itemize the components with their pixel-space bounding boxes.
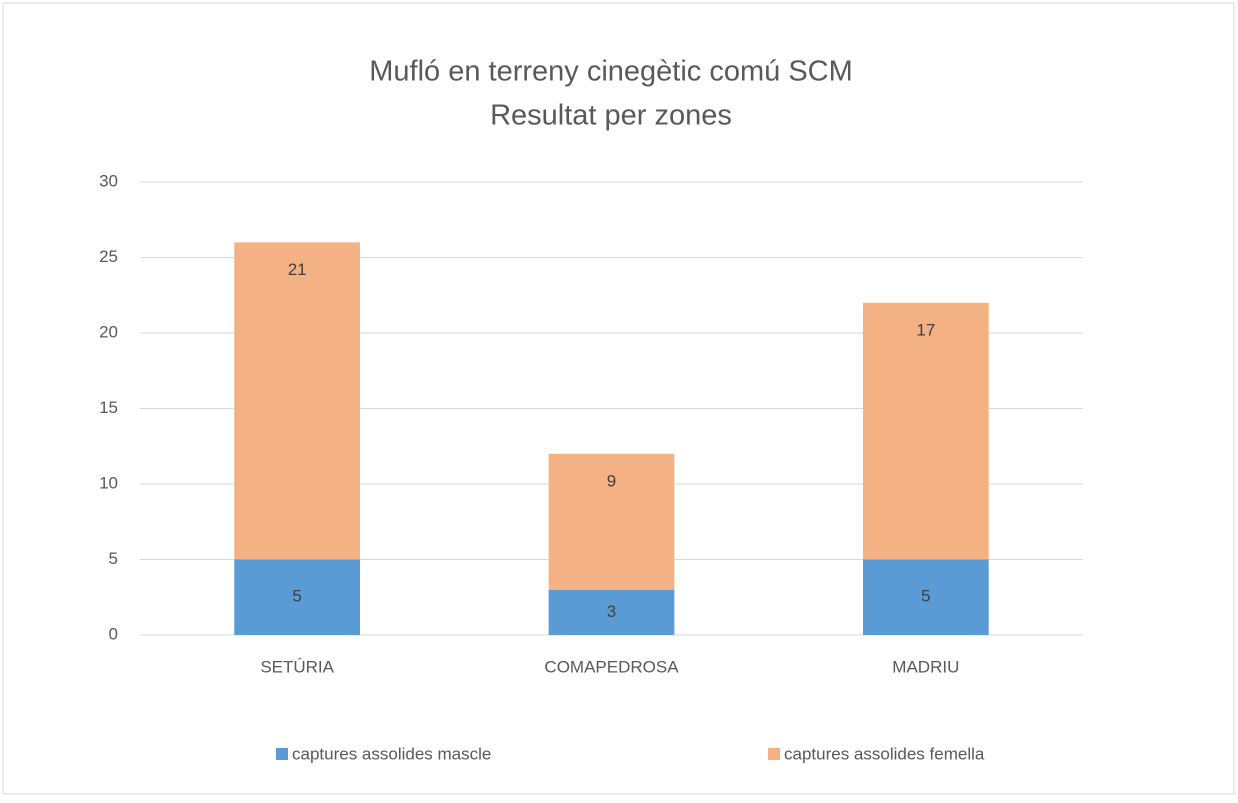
bar-segment: [548, 453, 675, 590]
y-tick-label: 20: [99, 322, 118, 341]
data-label: 5: [292, 587, 301, 606]
legend-label: captures assolides mascle: [292, 744, 491, 763]
bar-segment: [862, 559, 989, 635]
bar-segment: [234, 559, 361, 635]
y-tick-label: 25: [99, 247, 118, 266]
y-tick-label: 5: [109, 549, 118, 568]
y-tick-label: 15: [99, 398, 118, 417]
legend-label: captures assolides femella: [784, 744, 985, 763]
legend-swatch: [276, 748, 288, 760]
data-label: 9: [607, 471, 616, 490]
data-label: 5: [921, 587, 930, 606]
data-label: 3: [607, 602, 616, 621]
y-tick-label: 30: [99, 171, 118, 190]
data-label: 21: [288, 260, 307, 279]
chart-title: Mufló en terreny cinegètic comú SCM: [369, 56, 853, 88]
bar-segment: [234, 242, 361, 560]
x-tick-label: SETÚRIA: [260, 657, 334, 676]
y-tick-label: 0: [109, 624, 118, 643]
y-tick-label: 10: [99, 473, 118, 492]
data-label: 17: [916, 320, 935, 339]
bar-segment: [548, 589, 675, 635]
x-tick-label: MADRIU: [892, 657, 959, 676]
bar-segment: [862, 302, 989, 560]
x-tick-label: COMAPEDROSA: [544, 657, 679, 676]
chart-subtitle: Resultat per zones: [490, 100, 732, 132]
legend-swatch: [768, 748, 780, 760]
